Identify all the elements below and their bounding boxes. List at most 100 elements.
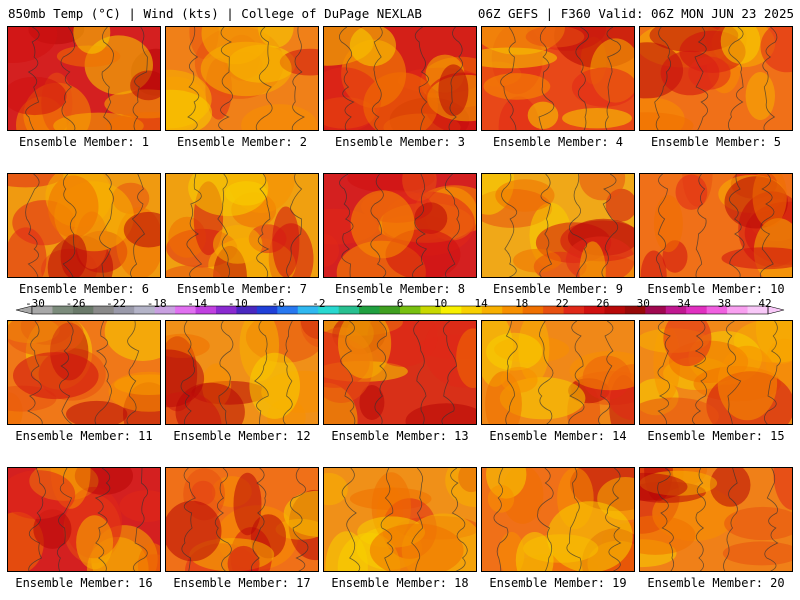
temperature-blob	[272, 206, 300, 277]
temperature-blob	[571, 67, 634, 107]
ensemble-panel-3	[323, 26, 477, 131]
colorbar-swatch	[665, 306, 687, 314]
temperature-blob	[8, 76, 67, 116]
colorbar-tick-label: 26	[596, 297, 610, 310]
isoline	[412, 174, 428, 277]
ensemble-member-label: Ensemble Member: 14	[489, 429, 627, 443]
isoline	[101, 27, 114, 130]
isoline	[500, 27, 517, 130]
temperature-map	[166, 27, 318, 130]
temperature-blob	[500, 366, 538, 393]
isoline	[726, 321, 742, 424]
ensemble-panel-10	[639, 173, 793, 278]
colorbar-swatch	[93, 306, 115, 314]
colorbar-tick-label: 38	[717, 297, 732, 310]
isoline	[374, 321, 387, 424]
temperature-map	[8, 174, 160, 277]
isoline	[759, 174, 775, 277]
isoline	[27, 321, 43, 424]
temperature-blob	[350, 190, 415, 259]
isoline	[370, 174, 387, 277]
ensemble-member-label: Ensemble Member: 6	[18, 282, 150, 296]
colorbar-swatch	[52, 306, 74, 314]
isoline	[218, 27, 233, 130]
isoline	[130, 174, 146, 277]
ensemble-member-label: Ensemble Member: 19	[489, 576, 627, 590]
isoline	[94, 321, 112, 424]
colorbar-tick-label: -26	[65, 297, 86, 310]
ensemble-member-label: Ensemble Member: 13	[331, 429, 469, 443]
isoline	[411, 468, 424, 571]
colorbar-swatch	[584, 306, 605, 314]
ensemble-panel-18	[323, 467, 477, 572]
ensemble-member-label: Ensemble Member: 7	[176, 282, 308, 296]
isoline	[341, 468, 361, 571]
colorbar-tick-label: 2	[356, 297, 363, 310]
ensemble-member-label: Ensemble Member: 2	[176, 135, 308, 149]
isoline	[254, 321, 269, 424]
ensemble-panel-15	[639, 320, 793, 425]
temperature-blob	[8, 227, 47, 277]
temperature-blob	[498, 96, 540, 130]
ensemble-panel-12	[165, 320, 319, 425]
ensemble-member-label: Ensemble Member: 1	[18, 135, 150, 149]
colorbar-swatch	[277, 306, 299, 314]
isoline	[28, 468, 46, 571]
temperature-blob	[8, 470, 76, 520]
ensemble-member-label: Ensemble Member: 20	[647, 576, 785, 590]
isoline	[289, 468, 309, 571]
isoline	[380, 468, 394, 571]
isoline	[186, 174, 203, 277]
temperature-blob	[640, 397, 719, 424]
isoline	[56, 468, 73, 571]
temperature-blob	[106, 112, 160, 130]
isoline	[99, 174, 114, 277]
run-valid-time: 06Z GEFS | F360 Valid: 06Z MON JUN 23 20…	[477, 6, 794, 21]
temperature-blob	[760, 27, 792, 73]
isoline	[695, 468, 706, 571]
colorbar-tick-label: 14	[474, 297, 488, 310]
temperature-map	[640, 468, 792, 571]
ensemble-panel-11	[7, 320, 161, 425]
isoline	[371, 27, 383, 130]
ensemble-panel-4	[481, 26, 635, 131]
temperature-blob	[104, 321, 160, 361]
isoline	[605, 468, 622, 571]
temperature-blob	[166, 89, 213, 130]
colorbar-swatch	[297, 306, 319, 314]
colorbar-tick-label: -14	[187, 297, 208, 310]
colorbar-swatch	[440, 306, 462, 314]
temperature-map	[324, 174, 476, 277]
isoline	[692, 321, 708, 424]
isoline	[723, 468, 738, 571]
isoline	[598, 321, 614, 424]
temperature-blob	[438, 64, 469, 116]
ensemble-member-label: Ensemble Member: 15	[647, 429, 785, 443]
isoline	[444, 174, 460, 277]
temperature-blob	[325, 531, 368, 571]
isoline	[218, 321, 234, 424]
isoline	[181, 468, 196, 571]
colorbar-swatch	[400, 306, 421, 314]
temperature-blob	[130, 70, 160, 101]
isoline	[25, 27, 40, 130]
isoline	[568, 321, 585, 424]
isoline	[187, 27, 200, 130]
temperature-map	[324, 321, 476, 424]
temperature-blob	[405, 403, 476, 424]
isoline	[569, 174, 588, 277]
colorbar-swatch	[359, 306, 380, 314]
temperature-blob	[487, 484, 515, 513]
temperature-map	[166, 321, 318, 424]
colorbar-swatch	[624, 306, 646, 314]
temperature-blob	[482, 47, 558, 69]
temperature-blob	[33, 509, 72, 549]
temperature-blob	[166, 500, 222, 562]
ensemble-panel-17	[165, 467, 319, 572]
isoline	[291, 27, 305, 130]
colorbar-swatch	[563, 306, 585, 314]
temperature-map	[482, 468, 634, 571]
colorbar-swatch	[32, 306, 53, 314]
isoline	[654, 27, 672, 130]
colorbar-swatch	[216, 306, 237, 314]
